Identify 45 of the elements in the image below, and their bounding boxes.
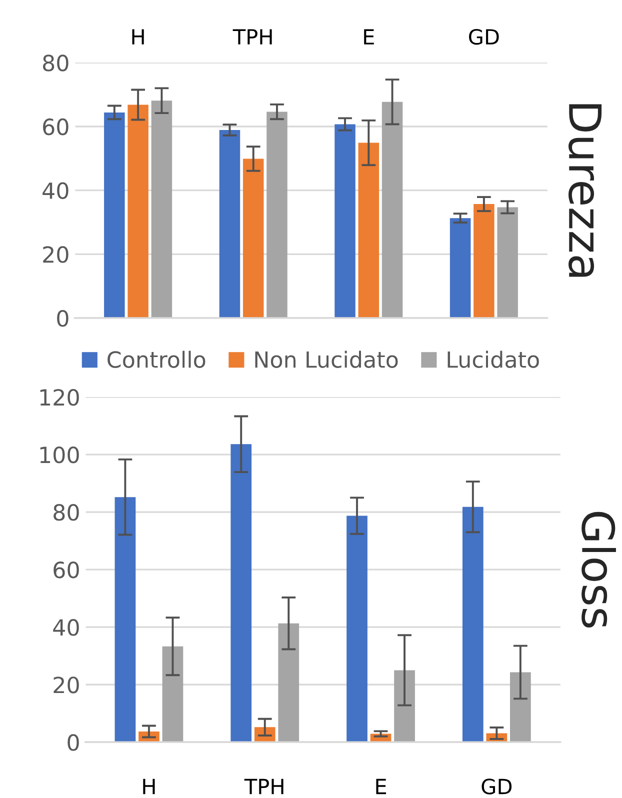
bar — [346, 516, 368, 742]
y-axis-title: Durezza — [568, 104, 602, 277]
bar — [394, 670, 415, 742]
bar — [334, 124, 356, 318]
bar — [242, 158, 264, 318]
bar — [230, 444, 252, 742]
bar — [450, 218, 471, 318]
bar — [497, 207, 518, 318]
y-tick-label: 20 — [54, 676, 79, 694]
bar — [358, 142, 380, 318]
y-tick-label: 80 — [54, 504, 79, 521]
x-tick-label: H — [143, 778, 155, 794]
y-tick-label: 40 — [42, 182, 68, 200]
bar — [510, 672, 531, 742]
bar — [474, 204, 494, 318]
y-tick-label: 40 — [53, 619, 79, 636]
y-tick-label: 0 — [68, 734, 79, 751]
x-tick-label: H — [132, 29, 144, 44]
bar — [151, 100, 172, 318]
bar — [162, 646, 184, 742]
bar — [104, 112, 125, 318]
x-tick-label: E — [376, 778, 386, 794]
y-tick-label: 80 — [43, 54, 68, 72]
y-tick-label: 100 — [40, 446, 79, 464]
x-tick-label: GD — [482, 778, 512, 794]
y-tick-label: 120 — [40, 388, 79, 406]
bar — [114, 497, 136, 742]
legend-label: Controllo — [108, 350, 206, 368]
legend-label: Non Lucidato — [255, 350, 398, 368]
bar — [462, 506, 484, 742]
x-tick-label: E — [364, 29, 374, 44]
y-axis-title: Gloss — [582, 512, 616, 628]
x-tick-label: TPH — [244, 778, 284, 794]
y-tick-label: 0 — [57, 310, 68, 327]
x-tick-label: GD — [469, 28, 499, 45]
x-tick-label: TPH — [232, 29, 272, 44]
y-tick-label: 60 — [54, 562, 79, 578]
y-tick-label: 60 — [43, 118, 68, 136]
bar — [382, 102, 403, 318]
bar — [128, 104, 148, 318]
bar — [219, 130, 240, 318]
y-tick-label: 20 — [43, 246, 68, 263]
bar — [278, 623, 300, 742]
legend-label: Lucidato — [448, 350, 539, 368]
bar — [266, 112, 288, 318]
